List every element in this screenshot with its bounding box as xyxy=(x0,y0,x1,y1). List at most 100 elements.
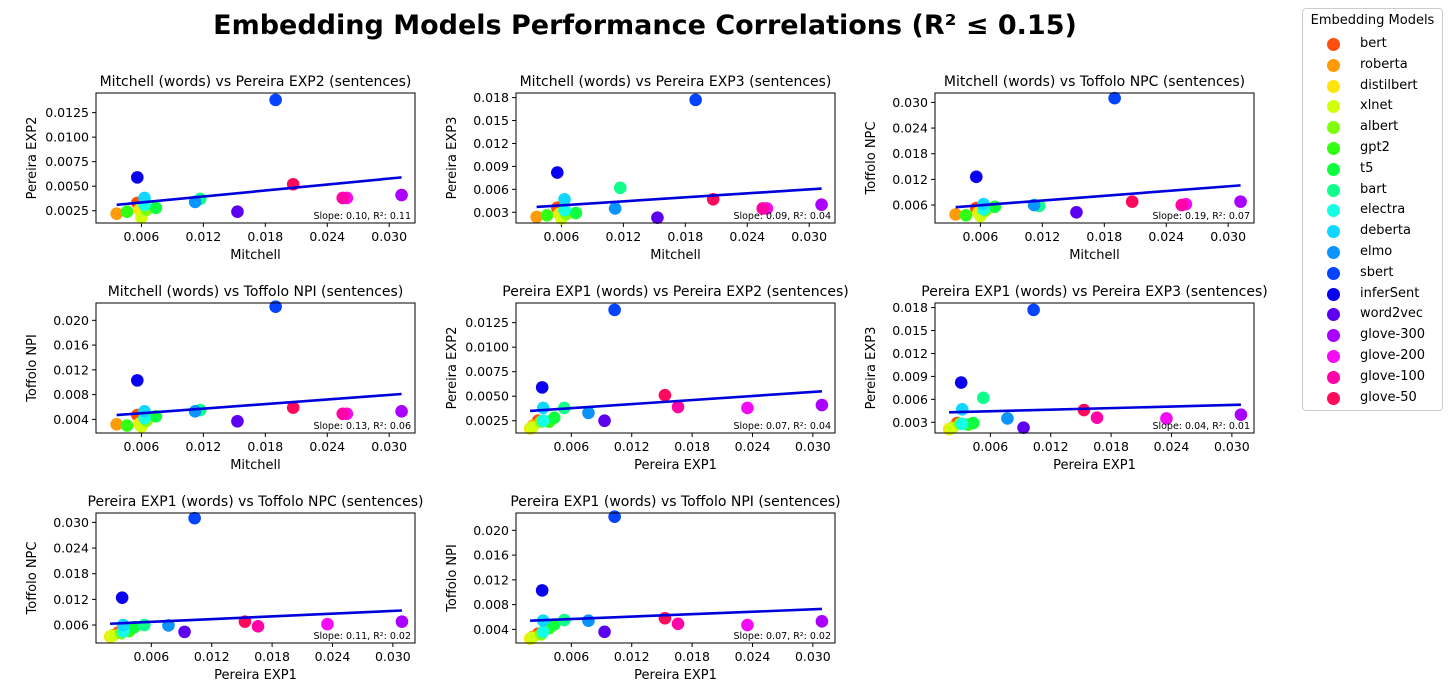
legend-title: Embedding Models xyxy=(1310,13,1435,28)
x-tick-label: 0.030 xyxy=(371,439,407,454)
point-word2vec xyxy=(178,625,191,639)
y-tick-label: 0.003 xyxy=(892,415,928,430)
plot-frame xyxy=(95,92,416,224)
legend-label: glove-50 xyxy=(1360,389,1417,405)
x-axis-label: Pereira EXP1 xyxy=(214,668,297,683)
point-glove-300 xyxy=(1234,195,1247,208)
x-tick-label: 0.030 xyxy=(1214,439,1250,454)
x-tick-label: 0.018 xyxy=(247,229,283,244)
point-glove-50 xyxy=(1125,195,1139,208)
point-deberta xyxy=(955,402,969,416)
y-axis-label: Pereira EXP2 xyxy=(445,327,460,410)
x-tick-label: 0.006 xyxy=(133,649,169,664)
point-word2vec xyxy=(598,414,611,428)
point-glove-100 xyxy=(756,202,770,215)
plot-frame xyxy=(515,512,836,644)
point-elmo xyxy=(608,202,622,215)
legend-marker xyxy=(1327,183,1340,197)
x-tick-label: 0.030 xyxy=(795,649,831,664)
point-bart xyxy=(613,181,627,195)
regression-line xyxy=(955,184,1241,209)
point-deberta xyxy=(116,618,130,632)
x-tick-label: 0.030 xyxy=(371,229,407,244)
point-bart xyxy=(138,618,151,632)
legend-label: glove-300 xyxy=(1360,327,1426,343)
subplot-title: Mitchell (words) vs Pereira EXP3 (senten… xyxy=(520,74,832,90)
point-elmo xyxy=(188,405,202,418)
point-glove-50 xyxy=(658,388,672,402)
subplot-title: Pereira EXP1 (words) vs Toffolo NPC (sen… xyxy=(88,494,424,510)
subplot-3: Mitchell (words) vs Toffolo NPC (sentenc… xyxy=(864,74,1255,263)
point-electra xyxy=(558,203,571,217)
x-tick-label: 0.024 xyxy=(309,229,345,244)
x-tick-label: 0.006 xyxy=(553,439,589,454)
point-glove-300 xyxy=(1234,408,1248,421)
point-word2vec xyxy=(231,414,244,428)
plot-frame xyxy=(95,302,416,434)
subplot-title: Mitchell (words) vs Toffolo NPC (sentenc… xyxy=(944,74,1245,90)
point-t5 xyxy=(547,411,561,425)
x-tick-label: 0.030 xyxy=(791,229,827,244)
x-tick-label: 0.012 xyxy=(605,229,641,244)
point-word2vec xyxy=(1070,206,1083,219)
legend-label: inferSent xyxy=(1360,285,1420,301)
point-sbert xyxy=(269,93,282,107)
subplot-title: Pereira EXP1 (words) vs Pereira EXP3 (se… xyxy=(921,284,1267,300)
point-glove-100 xyxy=(251,620,265,633)
x-axis-label: Mitchell xyxy=(230,458,281,473)
regression-line xyxy=(116,176,402,207)
x-tick-label: 0.006 xyxy=(553,649,589,664)
legend-marker xyxy=(1327,370,1340,384)
regression-line xyxy=(530,390,823,413)
legend-label: roberta xyxy=(1360,56,1408,72)
y-tick-label: 0.012 xyxy=(53,592,89,607)
y-tick-label: 0.012 xyxy=(53,362,89,377)
x-tick-label: 0.012 xyxy=(185,229,221,244)
y-tick-label: 0.015 xyxy=(892,323,928,338)
x-axis-label: Mitchell xyxy=(650,248,701,263)
legend-label: bert xyxy=(1360,36,1387,51)
fit-annotation: Slope: 0.07, R²: 0.02 xyxy=(733,631,831,642)
subplot-7: Pereira EXP1 (words) vs Toffolo NPC (sen… xyxy=(25,494,423,683)
subplot-title: Pereira EXP1 (words) vs Toffolo NPI (sen… xyxy=(510,494,840,510)
x-tick-label: 0.012 xyxy=(614,649,650,664)
subplot-title: Mitchell (words) vs Toffolo NPI (sentenc… xyxy=(108,284,404,300)
point-word2vec xyxy=(598,625,611,639)
y-tick-label: 0.018 xyxy=(892,146,928,161)
x-tick-label: 0.018 xyxy=(254,649,290,664)
point-sbert xyxy=(608,303,621,317)
point-inferSent xyxy=(954,376,968,389)
x-tick-label: 0.024 xyxy=(729,229,765,244)
point-t5 xyxy=(569,206,583,220)
x-tick-label: 0.006 xyxy=(124,439,160,454)
fit-annotation: Slope: 0.04, R²: 0.01 xyxy=(1152,421,1250,432)
point-deberta xyxy=(536,401,550,415)
x-axis-label: Pereira EXP1 xyxy=(634,458,717,473)
point-inferSent xyxy=(130,374,144,387)
regression-line xyxy=(949,403,1241,414)
y-tick-label: 0.006 xyxy=(53,618,89,633)
y-tick-label: 0.0050 xyxy=(45,179,89,194)
point-word2vec xyxy=(1017,421,1030,434)
x-tick-label: 0.006 xyxy=(963,229,999,244)
x-tick-label: 0.030 xyxy=(1210,229,1246,244)
y-tick-label: 0.0125 xyxy=(45,105,89,120)
x-tick-label: 0.012 xyxy=(194,649,230,664)
point-word2vec xyxy=(231,205,244,219)
legend-marker xyxy=(1327,350,1340,363)
x-tick-label: 0.006 xyxy=(124,229,160,244)
fit-annotation: Slope: 0.19, R²: 0.07 xyxy=(1152,211,1250,222)
plot-frame xyxy=(515,92,836,224)
x-axis-label: Mitchell xyxy=(1069,248,1120,263)
legend-label: distilbert xyxy=(1360,77,1418,93)
legend: Embedding Models bert roberta distilbert xl… xyxy=(1302,8,1443,411)
point-deberta xyxy=(138,405,151,418)
x-tick-label: 0.030 xyxy=(375,649,411,664)
point-elmo xyxy=(1001,412,1014,425)
y-tick-label: 0.006 xyxy=(473,182,509,197)
point-glove-50 xyxy=(286,401,300,414)
point-sbert xyxy=(1027,303,1040,317)
point-t5 xyxy=(149,201,163,215)
point-glove-300 xyxy=(815,615,829,628)
point-glove-200 xyxy=(741,618,754,632)
